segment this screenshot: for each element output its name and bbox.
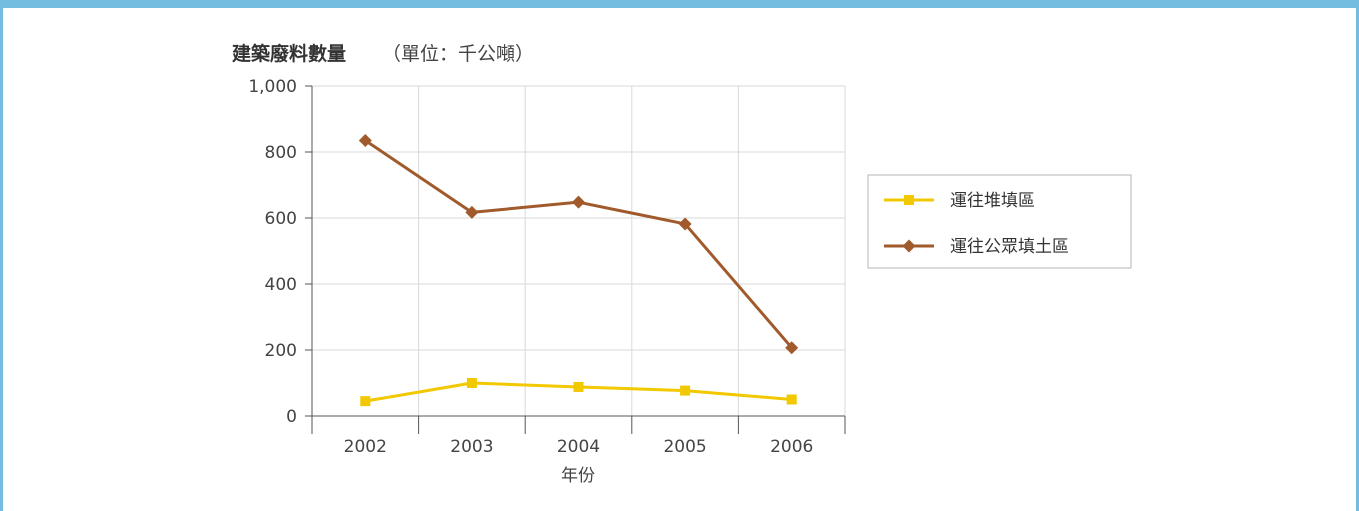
y-tick-label: 200 [265, 341, 297, 361]
axes: 0 200 400 600 800 1,000 2002 2003 2004 2005 2006 [248, 77, 845, 457]
y-tick-label: 600 [265, 209, 297, 229]
x-tick-label: 2006 [770, 437, 813, 457]
data-point-landfill [787, 395, 797, 405]
legend-marker-landfill [904, 195, 914, 205]
y-tick-label: 800 [265, 143, 297, 163]
data-point-landfill [360, 396, 370, 406]
x-axis-title: 年份 [561, 466, 595, 486]
chart-title-unit: （單位：千公噸） [382, 43, 534, 65]
grid-lines [312, 86, 845, 416]
series-line-public-fill [365, 140, 791, 347]
y-tick-label: 1,000 [248, 77, 297, 97]
data-point-landfill [574, 382, 584, 392]
x-tick-label: 2005 [663, 437, 706, 457]
data-point-landfill [680, 386, 690, 396]
series-lines [359, 134, 798, 406]
x-tick-label: 2003 [450, 437, 493, 457]
x-tick-label: 2002 [344, 437, 387, 457]
chart-title: 建築廢料數量 [232, 42, 346, 65]
x-tick-label: 2004 [557, 437, 600, 457]
legend-label-landfill: 運往堆填區 [950, 191, 1035, 211]
y-tick-label: 400 [265, 275, 297, 295]
data-point-landfill [467, 378, 477, 388]
legend-label-public-fill: 運往公眾填土區 [950, 237, 1069, 257]
data-point-public-fill [572, 196, 585, 209]
y-tick-label: 0 [286, 407, 297, 427]
